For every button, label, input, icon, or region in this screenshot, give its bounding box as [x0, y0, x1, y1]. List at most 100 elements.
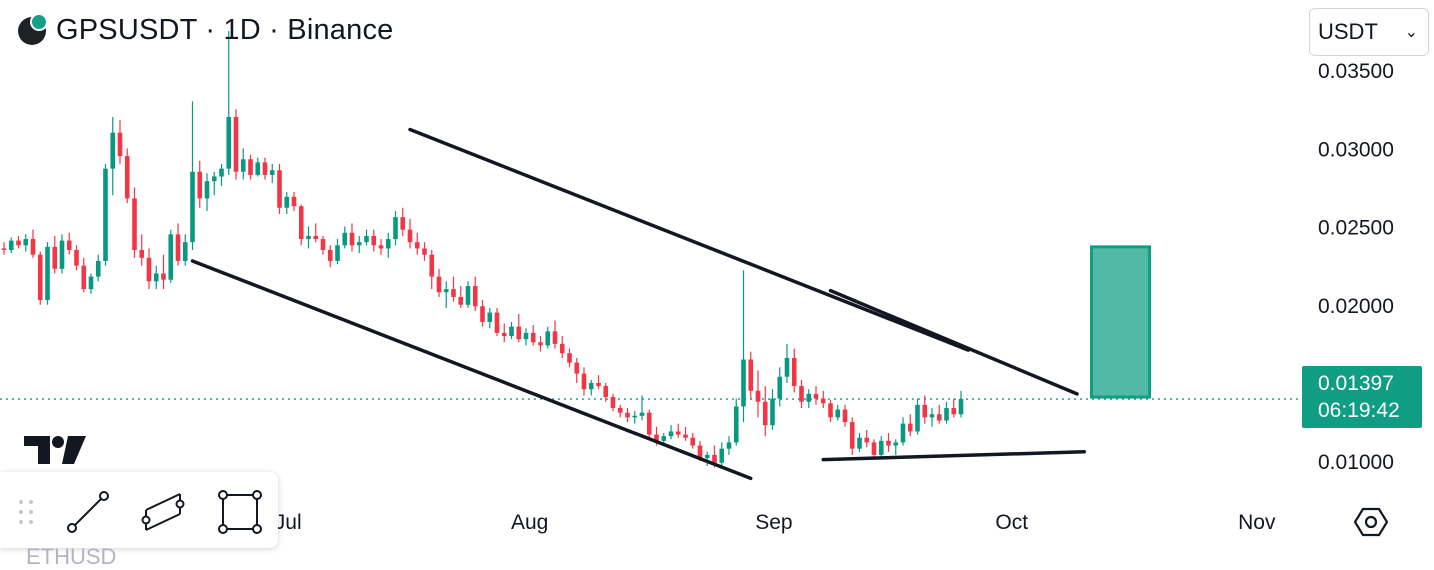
- tradingview-logo[interactable]: [24, 434, 88, 466]
- candle: [567, 348, 572, 368]
- candle-body: [110, 132, 116, 169]
- candle: [842, 404, 848, 427]
- candle: [298, 204, 304, 246]
- trend-line-drawing[interactable]: [828, 288, 1079, 396]
- candle-body: [146, 257, 152, 282]
- drag-grip-icon[interactable]: [16, 498, 36, 526]
- candle-body: [356, 242, 362, 246]
- candle: [342, 226, 348, 249]
- candle: [501, 323, 507, 343]
- time-axis-tick: Jul: [275, 511, 302, 534]
- time-axis[interactable]: Jul Aug Sep Oct Nov: [275, 511, 1276, 534]
- candle: [320, 235, 326, 255]
- candle-body: [610, 397, 616, 408]
- candle: [617, 404, 623, 418]
- candle: [893, 439, 899, 455]
- candle: [422, 242, 427, 261]
- candle-body: [211, 176, 217, 182]
- candle: [632, 411, 638, 424]
- candle: [922, 395, 928, 424]
- candle-body: [422, 248, 427, 255]
- trend-line-drawing[interactable]: [190, 259, 753, 481]
- candle-body: [574, 362, 580, 374]
- candle: [30, 229, 36, 258]
- candle-body: [30, 239, 36, 255]
- candle-body: [378, 245, 384, 249]
- candle-body: [929, 414, 935, 418]
- candle: [407, 218, 413, 249]
- candle: [907, 414, 913, 437]
- candle-body: [327, 250, 333, 261]
- candle-body: [516, 326, 522, 340]
- candle: [813, 386, 819, 405]
- candle-body: [755, 390, 761, 402]
- rectangle-icon[interactable]: [216, 488, 264, 536]
- candle: [1, 242, 7, 255]
- candle-body: [429, 254, 435, 277]
- candle: [364, 229, 369, 246]
- candle-body: [298, 206, 304, 240]
- candle-body: [806, 393, 812, 402]
- price-axis[interactable]: 0.035000.030000.025000.020000.015000.010…: [1318, 60, 1394, 474]
- trend-line-drawing[interactable]: [408, 127, 970, 352]
- candle: [277, 163, 282, 215]
- trend-line-drawing[interactable]: [821, 450, 1086, 462]
- candle: [23, 234, 29, 252]
- currency-select[interactable]: USDT ⌄: [1309, 8, 1429, 56]
- symbol-header[interactable]: GPSUSDT · 1D · Binance: [18, 12, 393, 47]
- candle-body: [857, 437, 862, 449]
- candle-body: [277, 170, 282, 208]
- candle: [443, 281, 449, 308]
- candle: [516, 314, 522, 343]
- candle: [81, 257, 87, 293]
- candle: [139, 234, 145, 266]
- candle-body: [240, 159, 246, 172]
- candle-body: [523, 332, 529, 340]
- time-axis-tick: Sep: [755, 511, 792, 534]
- candle: [226, 31, 232, 175]
- candle-body: [538, 342, 543, 346]
- candle: [269, 163, 275, 183]
- candle-body: [733, 406, 739, 443]
- candle: [37, 251, 43, 305]
- bar-countdown: 06:19:42: [1318, 399, 1400, 422]
- candle: [400, 207, 406, 236]
- candle: [74, 245, 79, 271]
- candle-body: [117, 132, 123, 157]
- candle-body: [255, 162, 261, 175]
- trend-line-icon[interactable]: [64, 488, 112, 536]
- candle: [538, 336, 543, 352]
- candle-body: [835, 409, 841, 418]
- candle-body: [88, 276, 94, 290]
- candle: [596, 375, 601, 390]
- candle: [132, 187, 137, 258]
- candle: [675, 423, 681, 438]
- candle: [574, 357, 580, 383]
- candle: [371, 229, 377, 252]
- candle: [313, 223, 319, 243]
- candle-body: [364, 235, 369, 243]
- price-axis-tick: 0.02500: [1318, 217, 1394, 240]
- candle: [335, 239, 340, 265]
- candle: [581, 367, 587, 396]
- candle-body: [509, 326, 514, 337]
- candle-body: [52, 246, 58, 269]
- candle-body: [639, 412, 645, 416]
- candle-body: [262, 162, 268, 175]
- candle: [915, 398, 920, 435]
- candle: [16, 235, 21, 249]
- candle: [103, 163, 108, 266]
- candle: [871, 439, 877, 460]
- candle: [545, 326, 551, 349]
- parallel-channel-icon[interactable]: [140, 488, 188, 536]
- rectangle-drawing[interactable]: [1090, 245, 1151, 399]
- drawings[interactable]: [190, 127, 1151, 481]
- candle: [168, 229, 174, 283]
- candle-body: [741, 359, 746, 407]
- candle: [770, 389, 775, 430]
- candle-body: [936, 414, 942, 421]
- candle: [349, 223, 355, 252]
- candle-body: [842, 409, 848, 423]
- settings-hex-icon[interactable]: [1354, 505, 1388, 539]
